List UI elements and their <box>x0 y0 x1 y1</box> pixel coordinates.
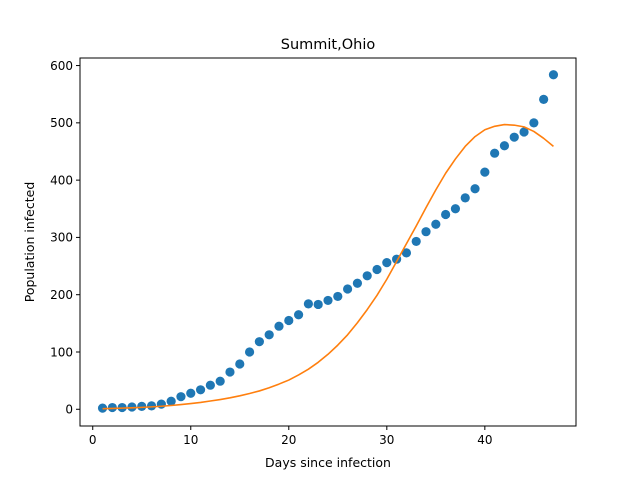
y-tick-label: 600 <box>50 59 73 73</box>
data-point <box>352 278 363 288</box>
data-point <box>156 399 166 409</box>
data-point <box>303 299 313 309</box>
y-tick-label: 100 <box>50 345 73 359</box>
y-tick-label: 0 <box>65 403 73 417</box>
data-point <box>499 141 510 151</box>
y-axis-label: Population infected <box>22 182 37 303</box>
y-axis-ticks: 0 100 200 300 400 500 600 <box>50 59 80 417</box>
x-tick-label: 0 <box>89 433 97 447</box>
data-point <box>137 401 147 412</box>
data-point <box>215 376 225 386</box>
data-point <box>343 284 353 294</box>
data-marks <box>97 70 559 413</box>
data-point <box>450 204 461 214</box>
y-tick-label: 400 <box>50 173 73 187</box>
y-tick-label: 500 <box>50 116 73 130</box>
data-point <box>264 330 274 340</box>
data-point <box>323 295 333 306</box>
data-point <box>548 70 559 80</box>
data-point <box>293 310 304 320</box>
data-point <box>529 118 539 128</box>
x-axis-ticks: 0 10 20 30 40 <box>89 426 492 447</box>
x-tick-label: 20 <box>281 433 296 447</box>
data-point <box>372 264 382 275</box>
data-point <box>244 347 255 357</box>
data-point <box>460 193 470 203</box>
data-point <box>411 236 421 247</box>
series-1-line <box>102 123 554 410</box>
y-tick-label: 200 <box>50 288 73 302</box>
x-tick-label: 40 <box>477 433 492 447</box>
data-point <box>519 127 529 137</box>
data-point <box>382 258 392 268</box>
x-tick-label: 30 <box>379 433 394 447</box>
data-point <box>166 396 176 406</box>
data-point <box>225 367 235 377</box>
data-point <box>490 148 500 158</box>
data-point <box>235 359 245 369</box>
data-point <box>313 299 323 310</box>
data-point <box>176 392 186 402</box>
data-point <box>146 401 157 411</box>
data-point <box>195 385 206 395</box>
data-point <box>333 291 343 302</box>
data-point <box>401 248 412 258</box>
data-point <box>186 388 196 398</box>
data-point <box>107 402 117 413</box>
data-point <box>205 380 215 390</box>
data-point <box>539 94 549 104</box>
x-axis-label: Days since infection <box>265 455 391 470</box>
chart-title: Summit,Ohio <box>281 37 376 53</box>
data-point <box>509 132 519 142</box>
data-point <box>441 209 451 220</box>
axes-frame <box>79 57 577 427</box>
data-point <box>470 184 480 194</box>
y-tick-label: 300 <box>50 231 73 245</box>
data-point <box>421 227 431 237</box>
data-point <box>480 167 490 177</box>
data-point <box>284 315 294 326</box>
data-point <box>362 271 372 281</box>
data-point <box>254 337 264 347</box>
data-point <box>431 219 441 229</box>
data-point <box>274 321 284 331</box>
x-tick-label: 10 <box>183 433 198 447</box>
